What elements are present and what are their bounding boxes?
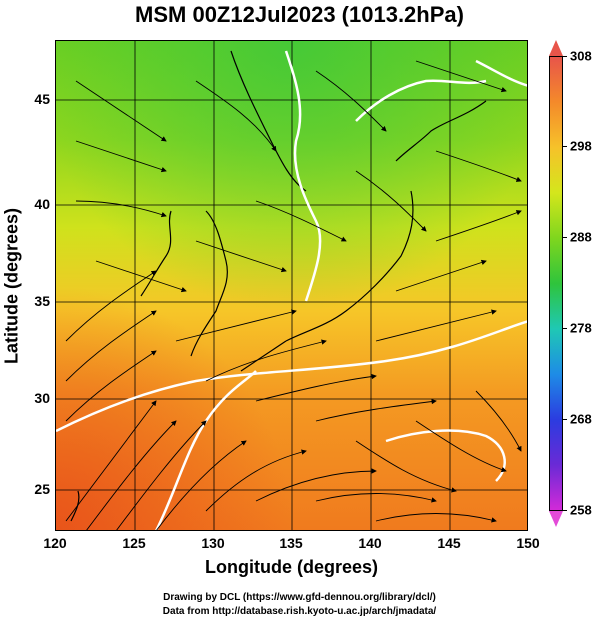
colorbar-tick-mark: [563, 419, 567, 420]
y-tick-label: 45: [34, 91, 50, 107]
x-tick-label: 145: [437, 535, 461, 551]
x-tick-label: 140: [358, 535, 382, 551]
map-plot-area: [55, 40, 528, 531]
chart-title: MSM 00Z12Jul2023 (1013.2hPa): [135, 2, 464, 27]
colorbar-tick-label: 298: [570, 138, 592, 154]
y-axis-label: Latitude (degrees): [1, 207, 22, 365]
x-tick-label: 150: [516, 535, 540, 551]
colorbar-tick-mark: [563, 56, 567, 57]
x-tick-label: 125: [122, 535, 146, 551]
colorbar-tick-label: 258: [570, 502, 592, 518]
colorbar-tick-label: 308: [570, 48, 592, 64]
colorbar-tick-mark: [563, 237, 567, 238]
streamlines: [65, 60, 522, 530]
coastlines: [70, 50, 487, 522]
x-tick-label: 135: [279, 535, 303, 551]
map-svg: [56, 41, 527, 530]
graticule: [56, 41, 527, 530]
y-tick-label: 30: [34, 390, 50, 406]
colorbar: [549, 56, 563, 511]
x-tick-label: 120: [43, 535, 67, 551]
colorbar-tick-label: 278: [570, 320, 592, 336]
x-axis-label: Longitude (degrees): [204, 557, 378, 577]
colorbar-tick-mark: [563, 146, 567, 147]
colorbar-top-arrow: [549, 40, 563, 56]
y-tick-label: 35: [34, 293, 50, 309]
colorbar-bottom-arrow: [549, 511, 563, 527]
y-tick-label: 25: [34, 481, 50, 497]
colorbar-tick-label: 288: [570, 229, 592, 245]
colorbar-tick-mark: [563, 328, 567, 329]
colorbar-tick-mark: [563, 510, 567, 511]
credit-line-data: Data from http://database.rish.kyoto-u.a…: [162, 606, 437, 617]
colorbar-tick-label: 268: [570, 411, 592, 427]
credit-line-drawing: Drawing by DCL (https://www.gfd-dennou.o…: [163, 592, 436, 603]
y-tick-label: 40: [34, 196, 50, 212]
x-tick-label: 130: [201, 535, 225, 551]
